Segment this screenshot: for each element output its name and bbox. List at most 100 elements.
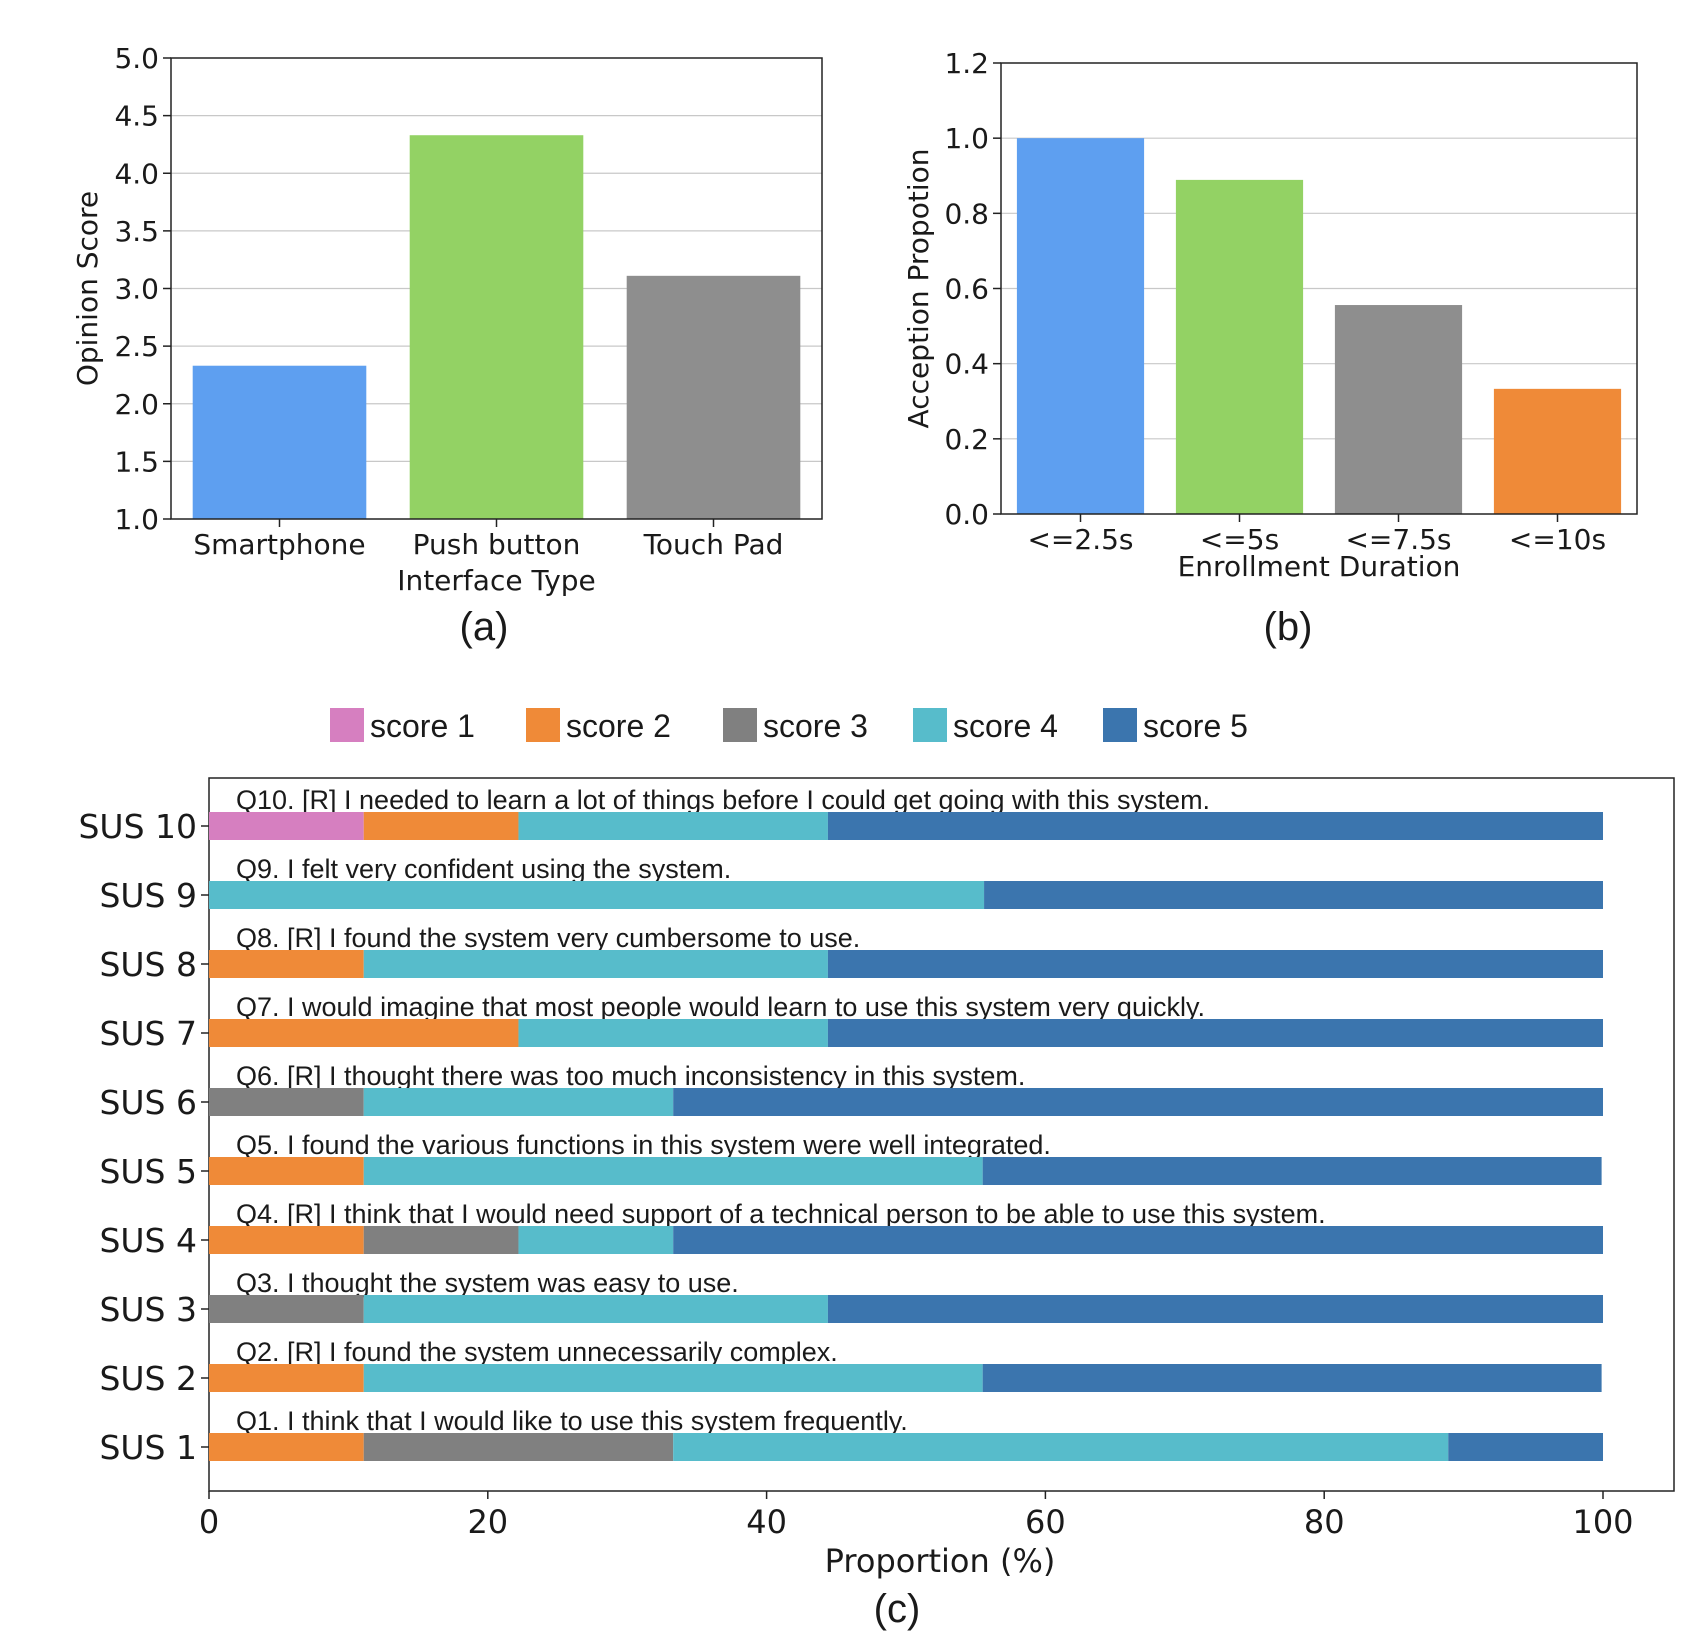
segment-score-5 <box>827 950 1603 978</box>
x-tick-label: 20 <box>467 1503 508 1541</box>
y-tick-label: 0.6 <box>944 273 989 306</box>
plot-frame <box>208 777 1675 1492</box>
y-tick-label: 2.0 <box>114 388 159 421</box>
row-label: SUS 1 <box>99 1428 197 1467</box>
segment-score-4 <box>363 950 828 978</box>
panel-label: (b) <box>1264 605 1313 649</box>
x-axis-label: Proportion (%) <box>825 1542 1056 1580</box>
row-label: SUS 9 <box>99 876 197 915</box>
segment-score-3 <box>209 1088 364 1116</box>
row-label: SUS 8 <box>99 945 197 984</box>
x-tick-label: <=10s <box>1509 523 1606 556</box>
bar--2-5s <box>1016 138 1145 514</box>
segment-score-5 <box>827 1295 1603 1323</box>
y-tick-label: 2.5 <box>114 330 159 363</box>
question-text: Q5. I found the various functions in thi… <box>236 1130 1051 1160</box>
segment-score-5 <box>982 1364 1602 1392</box>
segment-score-4 <box>363 1364 983 1392</box>
segment-score-4 <box>363 1157 983 1185</box>
question-text: Q8. [R] I found the system very cumberso… <box>236 923 860 953</box>
y-tick-label: 5.0 <box>114 42 159 75</box>
y-tick-label: 1.0 <box>114 503 159 536</box>
y-tick-label: 3.5 <box>114 215 159 248</box>
panel-c-legend: score 1 score 2 score 3 score 4 score 5 <box>330 708 1248 744</box>
segment-score-5 <box>827 812 1603 840</box>
legend-label: score 3 <box>763 708 868 744</box>
y-tick-label: 0.2 <box>944 423 989 456</box>
segment-score-2 <box>209 1157 364 1185</box>
segment-score-2 <box>209 1364 364 1392</box>
y-tick-label: 1.5 <box>114 445 159 478</box>
legend-swatch-score-2 <box>526 708 560 742</box>
question-text: Q10. [R] I needed to learn a lot of thin… <box>236 785 1210 815</box>
y-axis-label: Acception Propotion <box>902 149 935 429</box>
segment-score-4 <box>518 1226 674 1254</box>
plot-frame <box>170 57 823 520</box>
bar-smartphone <box>192 365 367 519</box>
segment-score-5 <box>673 1088 1603 1116</box>
panel-c-sus-stacked-chart: SUS 10 Q10. [R] I needed to learn a lot o… <box>78 777 1675 1631</box>
question-text: Q7. I would imagine that most people wou… <box>236 992 1205 1022</box>
bar-push-button <box>409 135 584 519</box>
row-label: SUS 7 <box>99 1014 197 1053</box>
row-label: SUS 5 <box>99 1152 197 1191</box>
segment-score-2 <box>209 950 364 978</box>
x-tick-label: 80 <box>1304 1503 1345 1541</box>
question-text: Q1. I think that I would like to use thi… <box>236 1406 908 1436</box>
x-tick-label: Smartphone <box>193 528 365 561</box>
row-label: SUS 2 <box>99 1359 197 1398</box>
x-tick-label: 60 <box>1025 1503 1066 1541</box>
question-text: Q9. I felt very confident using the syst… <box>236 854 731 884</box>
segment-score-5 <box>1448 1433 1603 1461</box>
row-label: SUS 3 <box>99 1290 197 1329</box>
bar--10s <box>1493 388 1622 514</box>
segment-score-2 <box>363 812 519 840</box>
segment-score-3 <box>363 1433 674 1461</box>
segment-score-5 <box>827 1019 1603 1047</box>
x-axis-label: Interface Type <box>397 564 596 597</box>
legend-swatch-score-3 <box>723 708 757 742</box>
row-label: SUS 4 <box>99 1221 197 1260</box>
segment-score-3 <box>209 1295 364 1323</box>
segment-score-4 <box>518 1019 828 1047</box>
question-text: Q4. [R] I think that I would need suppor… <box>236 1199 1326 1229</box>
y-tick-label: 0.4 <box>944 348 989 381</box>
x-tick-label: 40 <box>746 1503 787 1541</box>
legend-swatch-score-5 <box>1103 708 1137 742</box>
segment-score-5 <box>984 881 1603 909</box>
segment-score-4 <box>518 812 828 840</box>
row-label: SUS 6 <box>99 1083 197 1122</box>
x-tick-label: Touch Pad <box>643 528 784 561</box>
panel-label: (c) <box>874 1587 921 1631</box>
legend-label: score 1 <box>370 708 475 744</box>
bar--7-5s <box>1334 305 1463 514</box>
legend-label: score 5 <box>1143 708 1248 744</box>
legend-label: score 2 <box>566 708 671 744</box>
question-text: Q6. [R] I thought there was too much inc… <box>236 1061 1025 1091</box>
x-tick-label: 0 <box>199 1503 219 1541</box>
segment-score-4 <box>209 881 985 909</box>
y-tick-label: 4.0 <box>114 157 159 190</box>
y-tick-label: 0.8 <box>944 197 989 230</box>
panel-label: (a) <box>460 605 509 649</box>
x-tick-label: <=5s <box>1200 523 1279 556</box>
plot-frame <box>1000 62 1638 515</box>
segment-score-4 <box>363 1088 674 1116</box>
y-tick-label: 0.0 <box>944 498 989 531</box>
legend-swatch-score-1 <box>330 708 364 742</box>
row-label: SUS 10 <box>78 807 197 846</box>
question-text: Q2. [R] I found the system unnecessarily… <box>236 1337 838 1367</box>
question-text: Q3. I thought the system was easy to use… <box>236 1268 739 1298</box>
segment-score-3 <box>363 1226 519 1254</box>
segment-score-2 <box>209 1433 364 1461</box>
x-tick-label: Push button <box>413 528 581 561</box>
segment-score-4 <box>673 1433 1449 1461</box>
x-axis-label: Enrollment Duration <box>1178 550 1461 583</box>
y-tick-label: 4.5 <box>114 100 159 133</box>
segment-score-4 <box>363 1295 828 1323</box>
segment-score-1 <box>209 812 364 840</box>
segment-score-5 <box>673 1226 1603 1254</box>
x-tick-label: 100 <box>1572 1503 1633 1541</box>
legend-label: score 4 <box>953 708 1058 744</box>
